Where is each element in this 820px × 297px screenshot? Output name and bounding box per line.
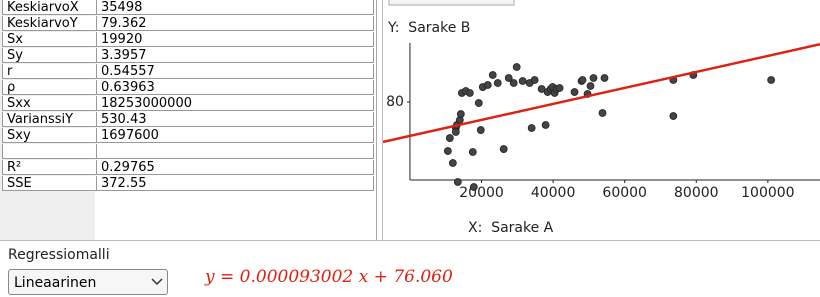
stat-name (2, 144, 97, 159)
point (555, 84, 564, 92)
point (669, 112, 678, 120)
point (578, 76, 587, 84)
point (518, 77, 527, 85)
table-row: Sxy 1697600 (2, 128, 374, 144)
point (512, 63, 521, 71)
table-row: Sx 19920 (2, 32, 374, 48)
point (445, 134, 454, 142)
y-tick-label: 80 (386, 94, 404, 110)
stat-value: 530.43 (97, 112, 374, 127)
table-row: KeskiarvoY 79.362 (2, 16, 374, 32)
stat-name: VarianssiY (2, 112, 97, 127)
point (570, 88, 579, 96)
point (456, 110, 465, 118)
model-label: Regressiomalli (8, 247, 110, 263)
table-row: Sxx 18253000000 (2, 96, 374, 112)
model-value: Lineaarinen (14, 275, 97, 291)
x-tick-label: 80000 (674, 185, 719, 201)
stat-value: 79.362 (97, 16, 374, 31)
point (530, 76, 539, 84)
regression-line (383, 43, 820, 144)
stat-name: SSE (2, 176, 97, 191)
dropdown-arrow (151, 278, 163, 286)
point (488, 71, 497, 79)
stat-name: Sy (2, 48, 97, 63)
stat-value: 35498 (97, 0, 374, 15)
table-row: ρ 0.63963 (2, 80, 374, 96)
point (468, 148, 477, 156)
y-axis-label: Y: Sarake B (387, 20, 470, 36)
point (499, 145, 508, 153)
stat-value: 372.55 (97, 176, 374, 191)
x-tick-label: 40000 (531, 185, 576, 201)
regression-equation: y = 0.000093002 x + 76.060 (205, 267, 453, 287)
table-row: SSE 372.55 (2, 176, 374, 192)
point (453, 178, 462, 186)
model-dropdown[interactable]: Lineaarinen (8, 269, 168, 295)
point (541, 121, 550, 129)
point (443, 147, 452, 155)
eq-intercept: 76.060 (393, 267, 453, 287)
point (476, 126, 485, 134)
point (483, 81, 492, 89)
eq-slope: 0.000093002 (239, 267, 354, 287)
x-tick-label: 20000 (459, 185, 504, 201)
point (600, 74, 609, 82)
point (469, 183, 478, 191)
bottom-panel: Regressiomalli Lineaarinen y = 0.0000930… (0, 240, 820, 297)
stat-name: Sx (2, 32, 97, 47)
table-row: KeskiarvoX 35498 (2, 0, 374, 16)
table-row (2, 144, 374, 160)
point (598, 109, 607, 117)
point (451, 128, 460, 136)
stat-name: KeskiarvoX (2, 0, 97, 15)
point (767, 76, 776, 84)
stat-value: 0.29765 (97, 160, 374, 175)
statistics-table: KeskiarvoX 35498 KeskiarvoY 79.362 Sx 19920 Sy… (0, 0, 377, 240)
point (448, 159, 457, 167)
stat-value: 1697600 (97, 128, 374, 143)
stat-name: r (2, 64, 97, 79)
point (589, 74, 598, 82)
point (527, 124, 536, 132)
stat-value: 3.3957 (97, 48, 374, 63)
eq-term: x + (358, 267, 388, 287)
table-row: R² 0.29765 (2, 160, 374, 176)
stat-name: Sxx (2, 96, 97, 111)
stat-name: KeskiarvoY (2, 16, 97, 31)
point (493, 79, 502, 87)
table-row: VarianssiY 530.43 (2, 112, 374, 128)
point (504, 74, 513, 82)
x-tick-label: 60000 (602, 185, 647, 201)
table-row: Sy 3.3957 (2, 48, 374, 64)
table-row: r 0.54557 (2, 64, 374, 80)
x-axis-label: X: Sarake A (468, 220, 554, 236)
x-tick-label: 100000 (741, 185, 794, 201)
scatter-plot: Y: Sarake B X: Sarake A 20000 40000 60000 8… (382, 0, 820, 240)
point (509, 79, 518, 87)
stat-value: 18253000000 (97, 96, 374, 111)
stat-value: 0.63963 (97, 80, 374, 95)
stat-name: ρ (2, 80, 97, 95)
point (474, 99, 483, 107)
cut-button (388, 0, 515, 6)
eq-lhs: y = (205, 267, 235, 287)
point (465, 89, 474, 97)
stat-value: 19920 (97, 32, 374, 47)
stat-name: R² (2, 160, 97, 175)
stat-value (97, 144, 374, 159)
point (586, 82, 595, 90)
stat-name: Sxy (2, 128, 97, 143)
stat-value: 0.54557 (97, 64, 374, 79)
